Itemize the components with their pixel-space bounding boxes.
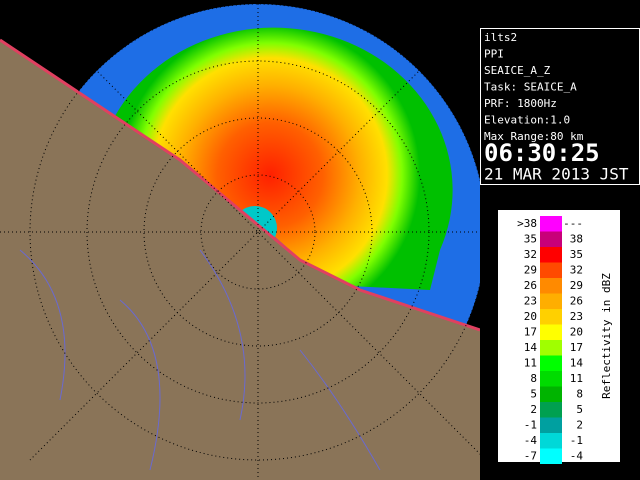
info-line: SEAICE_A_Z bbox=[484, 64, 551, 77]
legend-swatch bbox=[540, 371, 562, 387]
legend-swatch bbox=[540, 433, 562, 449]
legend-high: 14 bbox=[570, 357, 584, 370]
info-text: ilts2 PPI SEAICE_A_Z Task: SEAICE_A PRF: 180… bbox=[484, 31, 584, 143]
time: 06:30:25 bbox=[484, 139, 600, 167]
legend-high: -4 bbox=[570, 450, 584, 463]
legend-low: 35 bbox=[524, 233, 537, 246]
legend-high: 2 bbox=[576, 419, 583, 432]
legend-high: 26 bbox=[570, 295, 583, 308]
info-line: Task: SEAICE_A bbox=[484, 81, 577, 94]
legend-low: 20 bbox=[524, 310, 537, 323]
legend-low: -7 bbox=[524, 450, 537, 463]
legend: >38 --- 35 38 32 35 29 32 26 29 23 26 20 23 17 20 14 17 11… bbox=[517, 216, 583, 464]
legend-swatch bbox=[540, 293, 562, 309]
legend-low: 29 bbox=[524, 264, 537, 277]
legend-swatch bbox=[540, 262, 562, 278]
legend-low: -4 bbox=[524, 434, 538, 447]
coastline bbox=[0, 38, 480, 332]
legend-low: 32 bbox=[524, 248, 537, 261]
legend-low: >38 bbox=[517, 217, 537, 230]
legend-swatch bbox=[540, 309, 562, 325]
info-line: ilts2 bbox=[484, 31, 517, 44]
range-rings bbox=[0, 0, 486, 480]
info-panel bbox=[480, 28, 640, 185]
legend-low: 8 bbox=[530, 372, 537, 385]
legend-high: -1 bbox=[570, 434, 583, 447]
echo-area bbox=[108, 27, 453, 290]
legend-high: 35 bbox=[570, 248, 583, 261]
legend-swatch bbox=[540, 231, 562, 247]
legend-low: -1 bbox=[524, 419, 537, 432]
legend-swatch bbox=[540, 247, 562, 263]
rivers bbox=[19, 249, 381, 471]
radar-map bbox=[0, 0, 486, 480]
legend-swatch bbox=[540, 216, 562, 232]
info-line: Elevation:1.0 bbox=[484, 114, 570, 127]
date: 21 MAR 2013 JST bbox=[484, 165, 629, 184]
legend-swatch bbox=[540, 448, 562, 464]
info-line: PRF: 1800Hz bbox=[484, 97, 557, 110]
legend-swatch bbox=[540, 324, 562, 340]
legend-swatch bbox=[540, 402, 562, 418]
legend-low: 26 bbox=[524, 279, 537, 292]
info-line: Max Range:80 km bbox=[484, 130, 584, 143]
legend-swatch bbox=[540, 417, 562, 433]
legend-high: 8 bbox=[576, 388, 583, 401]
legend-low: 2 bbox=[530, 403, 537, 416]
legend-swatch bbox=[540, 355, 562, 371]
legend-high: 17 bbox=[570, 341, 583, 354]
legend-swatch bbox=[540, 340, 562, 356]
legend-swatch bbox=[540, 278, 562, 294]
legend-high: --- bbox=[563, 217, 583, 230]
legend-high: 32 bbox=[570, 264, 583, 277]
legend-high: 20 bbox=[570, 326, 583, 339]
legend-high: 11 bbox=[570, 372, 583, 385]
legend-high: 29 bbox=[570, 279, 583, 292]
legend-low: 5 bbox=[530, 388, 537, 401]
legend-low: 11 bbox=[524, 357, 537, 370]
land bbox=[0, 40, 480, 480]
info-line: PPI bbox=[484, 48, 504, 61]
legend-low: 17 bbox=[524, 326, 537, 339]
legend-low: 23 bbox=[524, 295, 537, 308]
legend-low: 14 bbox=[524, 341, 538, 354]
legend-title: Reflectivity in dBZ bbox=[600, 273, 613, 399]
legend-high: 5 bbox=[576, 403, 583, 416]
legend-swatch bbox=[540, 386, 562, 402]
legend-high: 23 bbox=[570, 310, 583, 323]
legend-high: 38 bbox=[570, 233, 583, 246]
